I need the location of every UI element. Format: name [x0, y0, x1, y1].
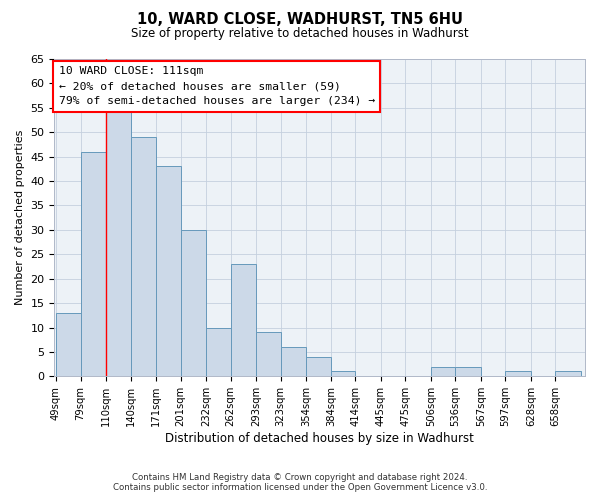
Text: Contains HM Land Registry data © Crown copyright and database right 2024.
Contai: Contains HM Land Registry data © Crown c…	[113, 473, 487, 492]
X-axis label: Distribution of detached houses by size in Wadhurst: Distribution of detached houses by size …	[165, 432, 474, 445]
Bar	[106, 108, 131, 376]
Text: 10, WARD CLOSE, WADHURST, TN5 6HU: 10, WARD CLOSE, WADHURST, TN5 6HU	[137, 12, 463, 28]
Bar	[256, 332, 281, 376]
Text: Size of property relative to detached houses in Wadhurst: Size of property relative to detached ho…	[131, 28, 469, 40]
Bar	[505, 372, 531, 376]
Text: 10 WARD CLOSE: 111sqm
← 20% of detached houses are smaller (59)
79% of semi-deta: 10 WARD CLOSE: 111sqm ← 20% of detached …	[59, 66, 375, 106]
Bar	[431, 366, 455, 376]
Bar	[231, 264, 256, 376]
Y-axis label: Number of detached properties: Number of detached properties	[15, 130, 25, 306]
Bar	[56, 313, 80, 376]
Bar	[206, 328, 231, 376]
Bar	[556, 372, 581, 376]
Bar	[306, 357, 331, 376]
Bar	[156, 166, 181, 376]
Bar	[281, 347, 306, 376]
Bar	[455, 366, 481, 376]
Bar	[331, 372, 355, 376]
Bar	[181, 230, 206, 376]
Bar	[131, 137, 156, 376]
Bar	[80, 152, 106, 376]
